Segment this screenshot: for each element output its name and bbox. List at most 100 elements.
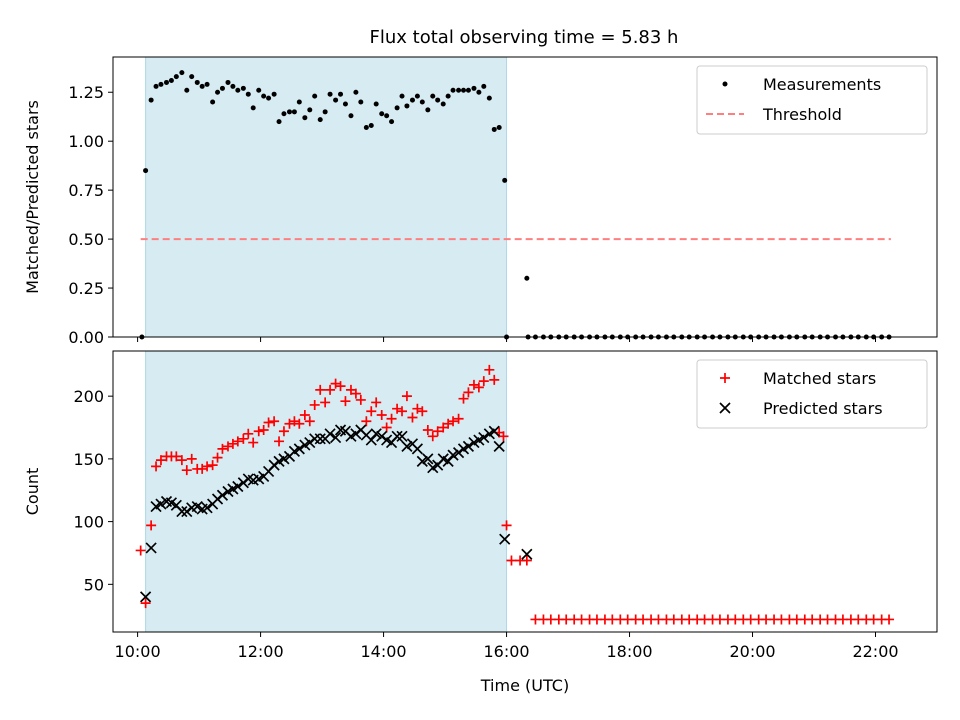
measurement-point	[496, 124, 502, 130]
matched-point	[217, 443, 228, 454]
x-tick-label: 16:00	[483, 642, 529, 661]
matched-point	[884, 614, 895, 625]
x-tick-label: 22:00	[852, 642, 898, 661]
matched-point	[181, 465, 192, 476]
measurement-point	[327, 91, 333, 97]
legend-marker-predicted	[719, 402, 731, 414]
measurement-point	[476, 89, 482, 95]
observing-window-shade	[145, 56, 508, 338]
x-tick-label: 14:00	[361, 642, 407, 661]
measurement-point	[481, 83, 487, 89]
x-tick-label: 18:00	[606, 642, 652, 661]
matched-point	[186, 453, 197, 464]
legend: Matched stars Predicted stars	[696, 359, 928, 429]
predicted-point	[401, 440, 413, 452]
matched-point	[258, 425, 269, 436]
matched-point	[521, 555, 532, 566]
y-tick-label: 1.25	[68, 83, 104, 102]
matched-point	[371, 397, 382, 408]
predicted-point	[330, 431, 342, 444]
matched-point	[232, 436, 243, 447]
matched-point	[207, 460, 218, 471]
measurement-point	[219, 85, 225, 91]
measurement-point	[199, 83, 205, 89]
predicted-point	[314, 433, 326, 445]
measurement-point	[158, 81, 164, 87]
predicted-point	[488, 425, 500, 437]
measurement-point	[491, 126, 497, 132]
matched-point	[355, 394, 366, 405]
predicted-point	[478, 431, 490, 444]
matched-point	[498, 431, 509, 442]
predicted-point	[422, 453, 434, 465]
predicted-point	[201, 502, 213, 514]
axes-frame	[112, 56, 938, 338]
legend-label: Measurements	[763, 75, 881, 94]
measurement-point	[296, 99, 302, 105]
x-tick-label: 12:00	[238, 642, 284, 661]
y-tick-label: 200	[73, 387, 104, 406]
measurement-point	[358, 99, 364, 105]
measurement-point	[348, 113, 354, 119]
predicted-point	[411, 443, 423, 455]
matched-point	[155, 455, 166, 466]
predicted-point	[493, 440, 505, 452]
matched-point	[427, 431, 438, 442]
matched-point	[340, 396, 351, 407]
predicted-point	[442, 455, 454, 467]
y-tick-label: 0.25	[68, 279, 104, 298]
measurement-point	[379, 111, 385, 117]
matched-point	[448, 416, 459, 427]
measurement-point	[148, 97, 154, 103]
matched-point	[309, 399, 320, 410]
measurement-point	[404, 103, 410, 109]
legend-label: Predicted stars	[763, 399, 883, 418]
matched-point	[463, 387, 474, 398]
y-tick-label: 150	[73, 450, 104, 469]
measurement-point	[486, 95, 492, 101]
matched-point	[458, 393, 469, 404]
y-tick-label: 0.50	[68, 230, 104, 249]
predicted-point	[232, 480, 244, 493]
predicted-point	[278, 453, 290, 465]
matched-point	[506, 555, 517, 566]
measurement-point	[419, 99, 425, 105]
measurement-point	[266, 95, 272, 101]
measurement-point	[302, 115, 308, 121]
y-tick-label: 1.00	[68, 132, 104, 151]
matched-point	[320, 397, 331, 408]
measurement-point	[163, 79, 169, 85]
measurement-point	[394, 105, 400, 111]
matched-point	[489, 374, 500, 385]
y-tick-label: 100	[73, 513, 104, 532]
predicted-point	[155, 498, 167, 510]
matched-point	[243, 428, 254, 439]
measurement-point	[281, 111, 287, 117]
axes-frame	[112, 350, 938, 633]
measurement-point	[414, 93, 420, 99]
matched-point	[278, 426, 289, 437]
matched-point	[212, 452, 223, 463]
matched-point	[171, 451, 182, 462]
measurement-point	[245, 91, 251, 97]
measurement-point	[291, 109, 297, 115]
series-predicted-stars	[139, 424, 533, 603]
measurement-point	[276, 119, 282, 125]
measurement-point	[168, 77, 174, 83]
measurement-point	[210, 99, 216, 105]
measurement-point	[230, 83, 236, 89]
matched-point	[151, 461, 162, 472]
predicted-point	[370, 428, 382, 440]
measurement-point	[373, 101, 379, 107]
chart-title: Flux total observing time = 5.83 h	[370, 27, 679, 48]
x-axis-label: Time (UTC)	[480, 676, 569, 695]
measurement-point	[524, 275, 530, 281]
predicted-point	[139, 591, 152, 603]
legend-label: Threshold	[762, 105, 842, 124]
matched-point	[478, 376, 489, 387]
measurement-point	[445, 93, 451, 99]
matched-point	[238, 433, 249, 444]
matched-point	[501, 520, 512, 531]
measurement-point	[425, 107, 431, 113]
